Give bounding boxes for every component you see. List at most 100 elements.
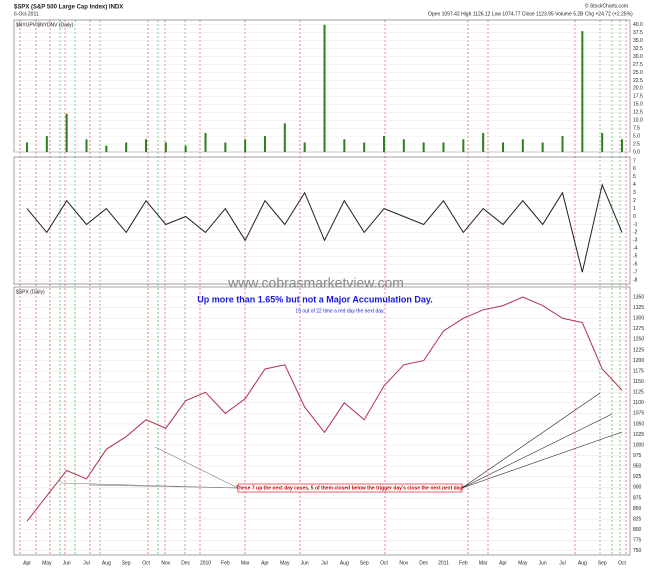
panel-frame [13,286,631,556]
symbol: $SPX (S&P 500 Large Cap Index) INDX [14,5,123,11]
bar [125,142,128,152]
x-tick-label: Jul [559,560,565,566]
y-tick-label: 975 [633,453,642,459]
y-tick-label: 40.0 [633,22,643,28]
y-tick-label: 6 [633,166,636,172]
x-tick-label: Jun [539,560,547,566]
bar [581,31,584,152]
bar [363,142,366,152]
bar [164,142,167,152]
y-tick-label: 950 [633,464,642,470]
x-tick-label: Oct [380,560,388,566]
x-tick-label: Sep [122,560,131,566]
line-series [26,296,623,522]
y-tick-label: 5 [633,174,636,180]
x-tick-label: Feb [221,560,230,566]
y-tick-label: 1000 [633,442,644,448]
y-tick-label: 1025 [633,432,644,438]
x-tick-label: Mar [241,560,250,566]
y-tick-label: 1250 [633,337,644,343]
quote: Open 1097.42 High 1126.12 Low 1074.77 Cl… [428,11,633,17]
y-tick-label: 850 [633,506,642,512]
y-tick-label: -6 [633,261,638,267]
y-tick-label: 750 [633,548,642,554]
x-tick-label: Sep [360,560,369,566]
y-tick-label: 1350 [633,294,644,300]
bar [85,139,88,152]
bar [145,139,147,152]
x-tick-label: Aug [340,560,349,566]
x-tick-label: Aug [102,560,111,566]
y-tick-label: -2 [633,230,638,236]
y-tick-label: 0 [633,214,636,220]
bar [343,139,346,152]
y-tick-label: 1200 [633,358,644,364]
bar [462,139,465,152]
bar [204,132,207,152]
bar [541,142,544,152]
x-tick-label: Oct [142,560,150,566]
y-tick-label: 1175 [633,368,644,374]
bar [601,132,604,152]
y-tick-label: 27.5 [633,62,643,68]
panel-frame [13,156,631,285]
x-tick-label: Jun [301,560,309,566]
y-tick-label: 17.5 [633,94,643,100]
x-tick-label: Jun [63,560,71,566]
y-tick-label: 32.5 [633,46,643,52]
y-tick-label: -3 [633,238,638,244]
line-series [26,183,623,273]
panel-label: $NYUPV:$NYDNV (Daily) [16,22,74,28]
annotation-subtitle: 15 out of 22 time a red day the next day… [295,308,384,314]
y-tick-label: 900 [633,485,642,491]
panel-label: $SPX (Daily) [16,289,45,295]
y-tick-label: 1225 [633,347,644,353]
x-tick-label: Oct [618,560,626,566]
bar [105,145,108,152]
bar [561,136,564,152]
y-tick-label: 800 [633,527,642,533]
bar [521,139,524,152]
y-tick-label: 7.5 [633,125,640,131]
y-tick-label: 1275 [633,326,644,332]
y-tick-label: 1100 [633,400,644,406]
bar [45,136,48,152]
bar [184,145,187,152]
y-tick-label: 15.0 [633,102,643,108]
y-tick-label: 1075 [633,411,644,417]
annotation-title: Up more than 1.65% but not a Major Accum… [197,294,433,304]
x-tick-label: Jul [321,560,327,566]
bar [65,113,68,152]
y-tick-label: 22.5 [633,78,643,84]
x-tick-label: Jul [83,560,89,566]
x-tick-label: Apr [23,560,31,566]
bar [482,132,485,152]
y-tick-label: 2.5 [633,141,640,147]
y-tick-label: 0.0 [633,149,640,155]
bar [422,142,425,152]
x-tick-label: Sep [598,560,607,566]
x-tick-label: May [280,560,290,566]
x-tick-label: 2011 [438,560,449,566]
y-tick-label: 775 [633,538,642,544]
x-tick-label: May [518,560,528,566]
y-tick-label: 35.0 [633,38,643,44]
watermark: www.cobrasmarketview.com [227,275,404,291]
y-tick-label: 925 [633,474,642,480]
bar [442,142,445,152]
bar [224,142,227,152]
y-tick-label: 3 [633,190,636,196]
y-tick-label: 4 [633,182,636,188]
y-tick-label: 1 [633,206,636,212]
x-tick-label: Apr [261,560,269,566]
x-tick-label: Apr [499,560,507,566]
y-tick-label: 1050 [633,421,644,427]
y-tick-label: 10.0 [633,118,643,124]
bar [283,123,286,152]
x-tick-label: Nov [161,560,170,566]
annotation-lines [59,392,623,489]
x-tick-label: Dec [419,560,428,566]
bar [383,136,385,152]
